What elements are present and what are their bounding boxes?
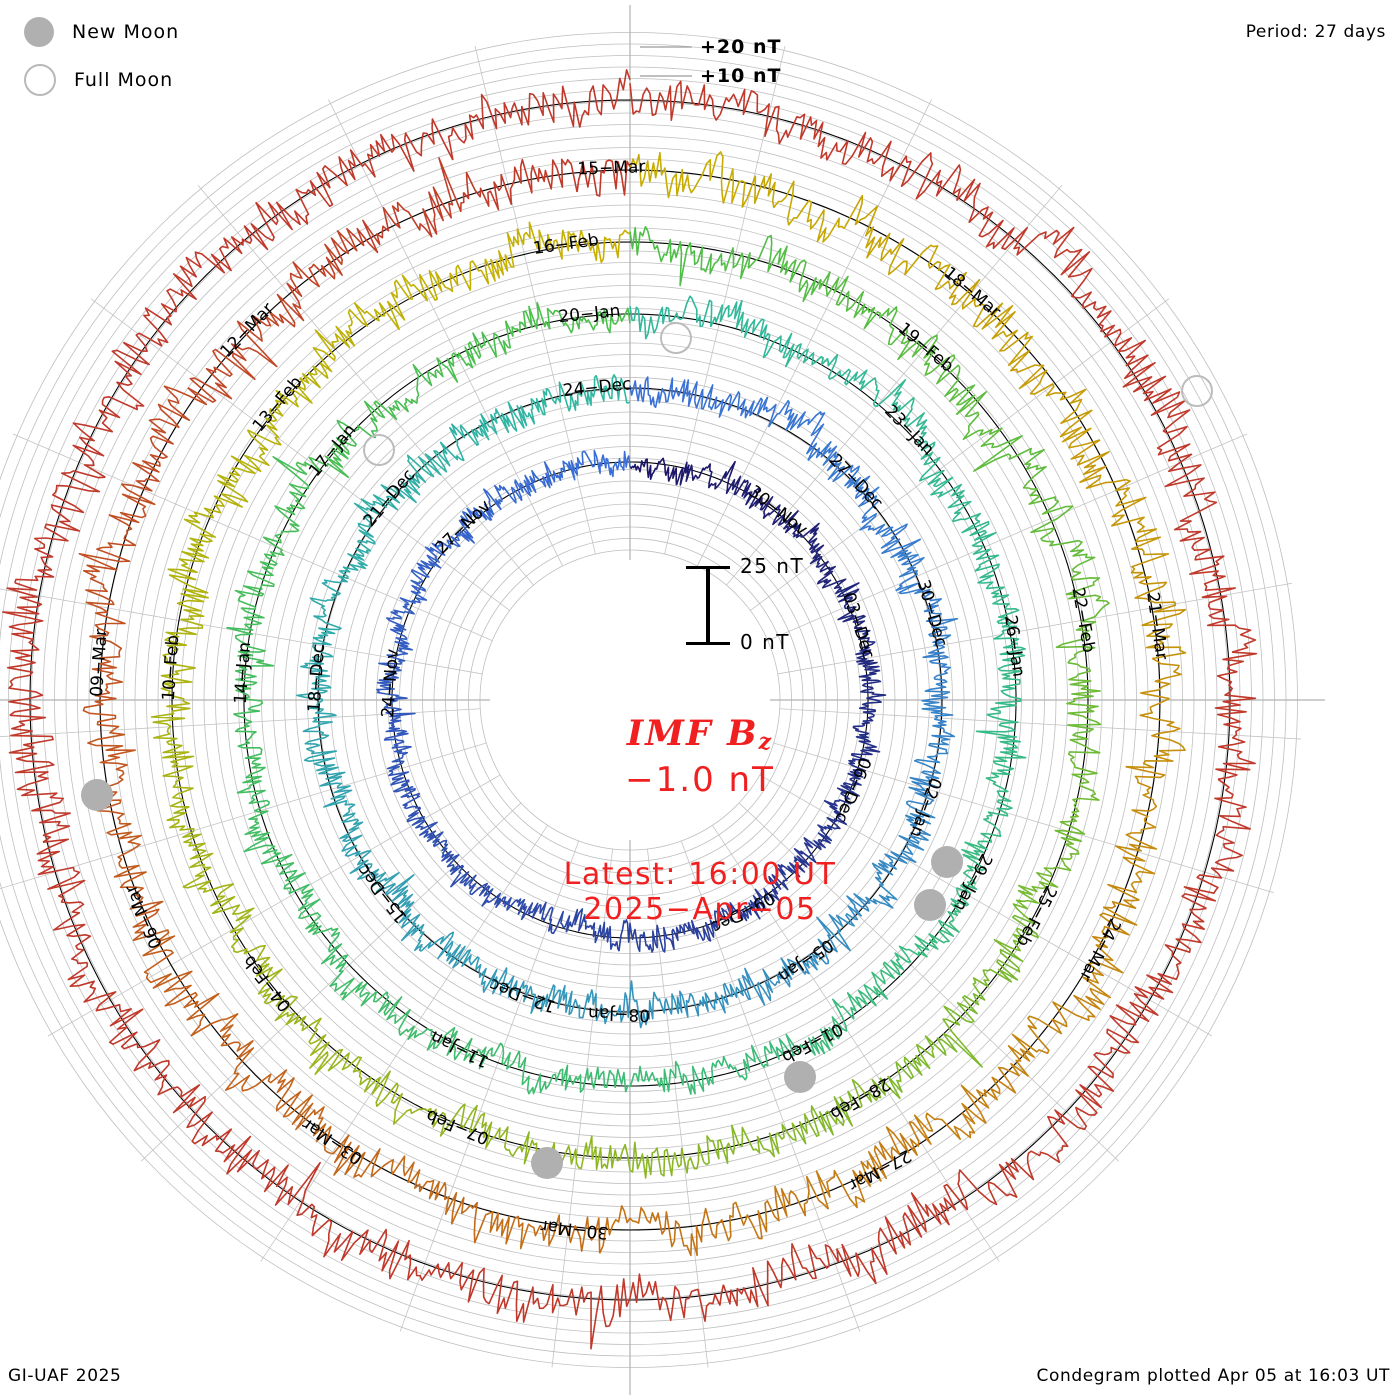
new-moon-marker [931,846,963,878]
date-arc-label: 20−Jan [558,301,622,327]
date-arc-label: 08−Jan [588,1003,651,1025]
date-arc-label: 24−Dec [562,374,632,401]
date-arc-label: 27−Dec [825,450,887,513]
date-arc-label: 12−Mar [217,299,279,362]
new-moon-marker [81,779,113,811]
date-arc-label: 06−Mar [121,881,167,951]
scale-bar-stem [706,567,710,645]
date-arc-label: 12−Dec [487,974,558,1016]
legend-item-full-moon: Full Moon [24,56,324,104]
full-moon-icon [24,64,56,96]
date-arc-label: 11−Jan [428,1026,493,1071]
date-arc-label: 26−Jan [1000,614,1028,678]
polar-grid [0,5,1325,1395]
date-arc-label: 03−Mar [299,1114,367,1169]
amplitude-scale-bar: 25 nT 0 nT [678,554,858,654]
date-arc-label: 19−Feb [894,319,957,377]
legend-label-full-moon: Full Moon [74,69,174,91]
new-moon-marker [914,889,946,921]
scale-bar-label-bottom: 0 nT [740,630,790,654]
full-moon-marker [660,322,692,354]
legend-item-new-moon: New Moon [24,8,324,56]
new-moon-marker [531,1147,563,1179]
date-arc-label: 14−Jan [231,641,255,704]
date-arc-label: 21−Mar [1142,591,1171,661]
moon-legend: New Moon Full Moon [24,8,324,104]
date-arc-label: 15−Mar [577,157,646,179]
moon-phase-markers [81,322,1213,1179]
legend-label-new-moon: New Moon [72,21,180,43]
plotted-timestamp: Condegram plotted Apr 05 at 16:03 UT [1036,1366,1390,1386]
new-moon-marker [784,1061,816,1093]
full-moon-marker [363,434,395,466]
date-arc-label: 16−Feb [532,230,600,259]
date-arc-label: 24−Nov [378,648,403,718]
date-arc-label: 18−Dec [304,643,329,713]
date-arc-label: 04−Feb [239,951,295,1015]
full-moon-marker [1181,375,1213,407]
period-label: Period: 27 days [1245,22,1386,42]
date-arc-label: 09−Mar [87,628,112,697]
date-arc-label: 06−Dec [830,754,874,825]
scale-bar-cap-top [686,566,730,569]
date-arc-label: 10−Feb [159,634,184,701]
credit-label: GI-UAF 2025 [8,1366,122,1386]
data-traces [1,69,1258,1350]
radial-tick-label-10: +10 nT [700,65,782,87]
date-arc-label: 30−Nov [744,482,811,540]
scale-bar-label-top: 25 nT [740,554,805,578]
scale-bar-cap-bottom [686,642,730,645]
radial-tick-label-20: +20 nT [700,36,782,58]
new-moon-icon [24,17,54,47]
